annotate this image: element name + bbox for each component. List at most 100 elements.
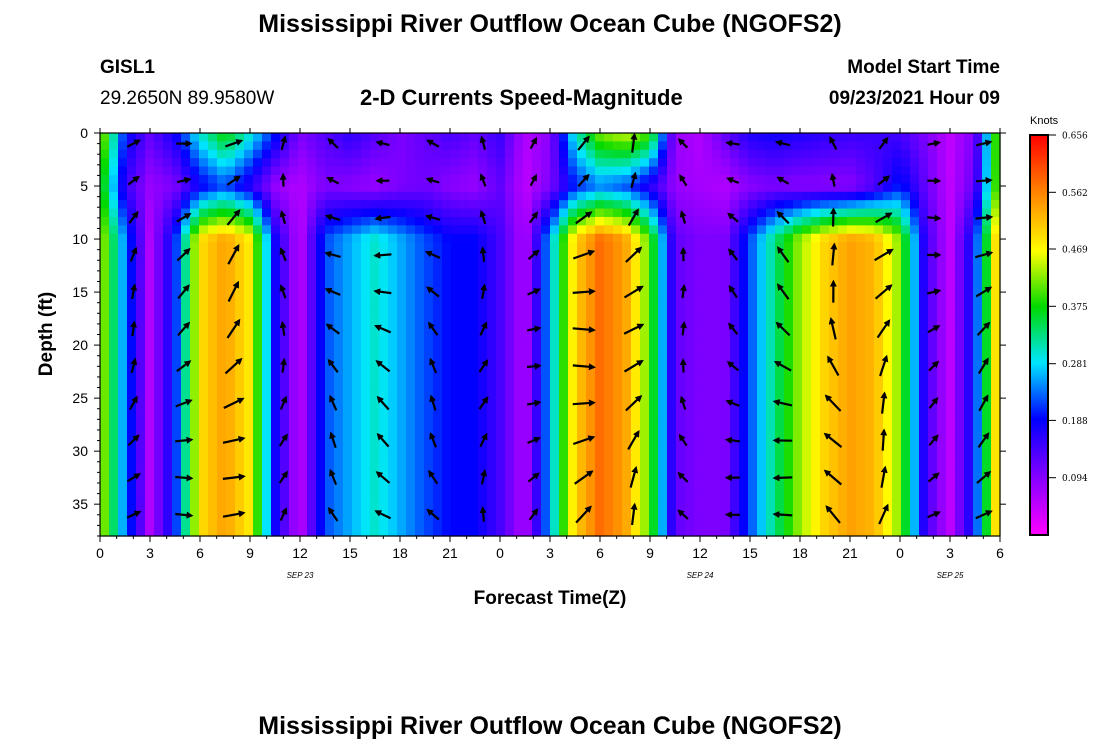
heat-cell xyxy=(433,519,443,529)
heat-cell xyxy=(514,334,524,344)
heat-cell xyxy=(289,317,299,327)
heat-cell xyxy=(874,191,884,201)
heat-cell xyxy=(316,174,326,184)
heat-cell xyxy=(442,233,452,243)
heat-cell xyxy=(154,368,164,378)
heat-cell xyxy=(595,510,605,520)
heat-cell xyxy=(388,183,398,193)
heat-cell xyxy=(892,250,902,260)
heat-cell xyxy=(613,242,623,252)
heat-cell xyxy=(667,174,677,184)
heat-cell xyxy=(820,485,830,495)
heat-cell xyxy=(388,334,398,344)
heat-cell xyxy=(163,300,173,310)
heat-cell xyxy=(253,200,263,210)
heat-cell xyxy=(622,233,632,243)
heat-cell xyxy=(685,233,695,243)
heat-cell xyxy=(991,351,1001,361)
current-arrow xyxy=(678,433,688,447)
heat-cell xyxy=(568,435,578,445)
heat-cell xyxy=(613,166,623,176)
heat-cell xyxy=(649,351,659,361)
heat-cell xyxy=(973,359,983,369)
heat-cell xyxy=(523,342,533,352)
heat-cell xyxy=(802,452,812,462)
heat-cell xyxy=(820,233,830,243)
heat-cell xyxy=(811,292,821,302)
heat-cell xyxy=(532,384,542,394)
heat-cell xyxy=(244,300,254,310)
heat-cell xyxy=(172,250,182,260)
heat-cell xyxy=(622,342,632,352)
heat-cell xyxy=(496,418,506,428)
heat-cell xyxy=(793,233,803,243)
heat-cell xyxy=(118,309,128,319)
heat-cell xyxy=(946,401,956,411)
heat-cell xyxy=(622,443,632,453)
heat-cell xyxy=(388,141,398,151)
heat-cell xyxy=(235,183,245,193)
heat-cell xyxy=(712,426,722,436)
heat-cell xyxy=(334,502,344,512)
heat-cell xyxy=(262,200,272,210)
heat-cell xyxy=(424,342,434,352)
heat-cell xyxy=(667,510,677,520)
heat-cell xyxy=(892,292,902,302)
heat-cell xyxy=(712,485,722,495)
heat-cell xyxy=(658,233,668,243)
heat-cell xyxy=(559,300,569,310)
heat-cell xyxy=(613,368,623,378)
heat-cell xyxy=(577,410,587,420)
current-arrow xyxy=(725,139,740,147)
heat-cell xyxy=(973,166,983,176)
heat-cell xyxy=(847,275,857,285)
heat-cell xyxy=(847,401,857,411)
heat-cell xyxy=(505,477,515,487)
heat-cell xyxy=(847,292,857,302)
heat-cell xyxy=(469,510,479,520)
heat-cell xyxy=(595,292,605,302)
heat-cell xyxy=(379,183,389,193)
heat-cell xyxy=(757,225,767,235)
heat-cell xyxy=(460,477,470,487)
heat-cell xyxy=(712,502,722,512)
heat-cell xyxy=(487,200,497,210)
heat-cell xyxy=(766,376,776,386)
heat-cell xyxy=(721,191,731,201)
heat-cell xyxy=(784,174,794,184)
heat-cell xyxy=(631,410,641,420)
heat-cell xyxy=(730,460,740,470)
heat-cell xyxy=(523,317,533,327)
current-arrow xyxy=(927,288,942,296)
heat-cell xyxy=(109,418,119,428)
heat-cell xyxy=(973,393,983,403)
heat-cell xyxy=(100,200,110,210)
heat-cell xyxy=(451,460,461,470)
heat-cell xyxy=(649,368,659,378)
heat-cell xyxy=(964,485,974,495)
heat-cell xyxy=(982,191,992,201)
heat-cell xyxy=(784,527,794,537)
heat-cell xyxy=(487,401,497,411)
heat-cell xyxy=(262,216,272,226)
heat-cell xyxy=(154,460,164,470)
heat-cell xyxy=(919,183,929,193)
heat-cell xyxy=(982,208,992,218)
heat-cell xyxy=(460,452,470,462)
heat-cell xyxy=(109,359,119,369)
heat-cell xyxy=(874,468,884,478)
heat-cell xyxy=(361,174,371,184)
heat-cell xyxy=(442,410,452,420)
heat-cell xyxy=(568,158,578,168)
heat-cell xyxy=(469,174,479,184)
heat-cell xyxy=(262,158,272,168)
heat-cell xyxy=(604,242,614,252)
heat-cell xyxy=(433,359,443,369)
heat-cell xyxy=(847,233,857,243)
heat-cell xyxy=(109,519,119,529)
heat-cell xyxy=(775,258,785,268)
heat-cell xyxy=(919,368,929,378)
heat-cell xyxy=(208,401,218,411)
heat-cell xyxy=(712,141,722,151)
heat-cell xyxy=(280,342,290,352)
